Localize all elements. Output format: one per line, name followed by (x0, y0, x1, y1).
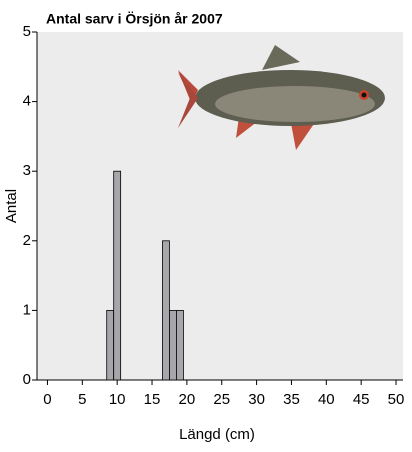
y-tick-label: 3 (23, 162, 31, 179)
x-tick-label: 15 (144, 391, 161, 408)
x-tick-label: 20 (179, 391, 196, 408)
y-tick-label: 1 (23, 301, 31, 318)
fish-illustration (178, 45, 385, 150)
x-tick-label: 10 (109, 391, 126, 408)
bar (169, 309, 177, 381)
bar (176, 309, 184, 381)
x-tick-label: 50 (388, 391, 405, 408)
x-tick-label: 5 (78, 391, 86, 408)
y-axis-label: Antal (3, 189, 20, 223)
x-tick-label: 35 (283, 391, 300, 408)
x-tick-label: 45 (353, 391, 370, 408)
y-tick-label: 5 (23, 23, 31, 40)
x-tick-label: 40 (318, 391, 335, 408)
x-tick-label: 30 (248, 391, 265, 408)
bar (162, 240, 170, 381)
bar (113, 170, 122, 381)
y-tick-label: 0 (23, 371, 31, 388)
x-tick-label: 0 (43, 391, 51, 408)
y-tick-label: 2 (23, 232, 31, 249)
bar (106, 309, 115, 381)
x-tick-label: 25 (213, 391, 230, 408)
y-tick-label: 4 (23, 93, 31, 110)
chart-title: Antal sarv i Örsjön år 2007 (46, 11, 223, 27)
x-axis-label: Längd (cm) (179, 426, 255, 443)
